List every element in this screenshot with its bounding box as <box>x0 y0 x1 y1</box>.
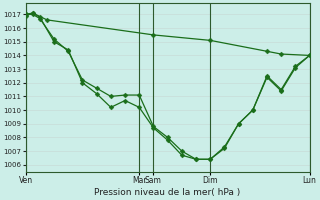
X-axis label: Pression niveau de la mer( hPa ): Pression niveau de la mer( hPa ) <box>94 188 241 197</box>
